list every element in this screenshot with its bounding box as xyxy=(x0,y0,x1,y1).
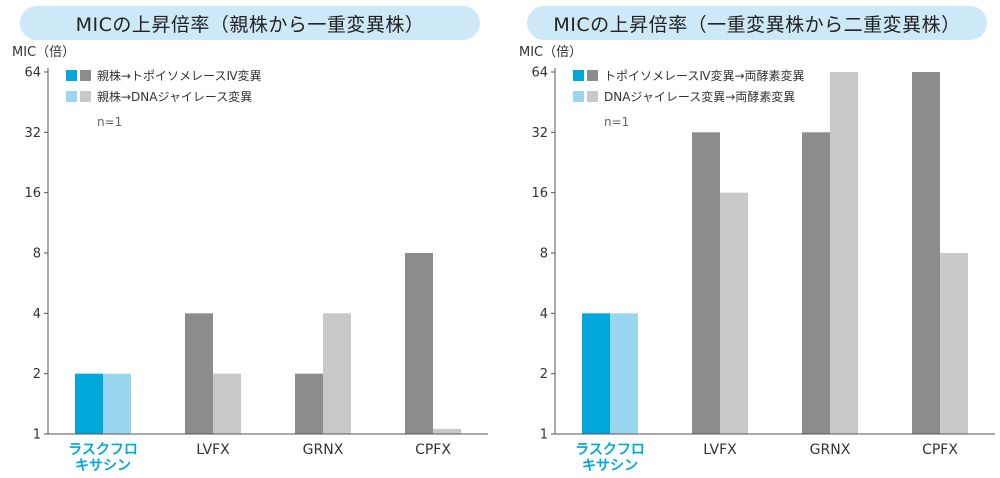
bar xyxy=(213,373,241,434)
legend-label: DNAジャイレース変異→両酵素変異 xyxy=(604,89,795,104)
legend-label: トポイソメレースⅣ変異→両酵素変異 xyxy=(604,68,805,83)
legend-swatch xyxy=(80,70,91,81)
legend-swatch-highlight xyxy=(66,70,77,81)
bar xyxy=(582,313,610,434)
bar xyxy=(405,253,433,434)
bar xyxy=(912,72,940,434)
bar xyxy=(802,132,830,435)
y-tick-label: 4 xyxy=(33,307,41,322)
y-tick-label: 64 xyxy=(24,66,41,81)
sample-size-note: n=1 xyxy=(604,115,629,129)
y-tick-label: 2 xyxy=(33,367,41,382)
x-tick-label: GRNX xyxy=(810,442,851,458)
bar xyxy=(720,192,748,434)
x-tick-label: GRNX xyxy=(303,442,344,458)
legend-swatch xyxy=(587,70,598,81)
y-tick-label: 2 xyxy=(540,367,548,382)
bar xyxy=(433,428,461,434)
y-tick-label: 1 xyxy=(33,428,41,443)
legend-swatch xyxy=(587,91,598,102)
y-tick-label: 4 xyxy=(540,307,548,322)
y-tick-label: 8 xyxy=(33,247,41,262)
x-tick-label: CPFX xyxy=(922,442,958,458)
y-tick-label: 16 xyxy=(24,186,41,201)
x-tick-label: ラスクフロキサシン xyxy=(68,442,138,474)
y-tick-label: 8 xyxy=(540,247,548,262)
y-tick-label: 1 xyxy=(540,428,548,443)
x-tick-label: ラスクフロキサシン xyxy=(575,442,645,474)
bar xyxy=(75,373,103,434)
legend-swatch xyxy=(80,91,91,102)
x-tick-label: CPFX xyxy=(415,442,451,458)
x-tick-label: LVFX xyxy=(196,442,230,458)
legend-label: 親株→トポイソメレースⅣ変異 xyxy=(97,68,262,83)
bar-chart-left: MIC（倍） 1 2 4 8 16 32 64 ラスクフロキサシン LVFX GRNX CPFX 親株→… xyxy=(12,45,488,474)
y-tick-label: 32 xyxy=(531,126,548,141)
legend-swatch-highlight xyxy=(573,91,584,102)
legend-label: 親株→DNAジャイレース変異 xyxy=(97,89,252,104)
bar xyxy=(103,373,131,434)
legend-swatch-highlight xyxy=(573,70,584,81)
bar xyxy=(692,132,720,435)
bar xyxy=(295,373,323,434)
y-axis-title: MIC（倍） xyxy=(519,45,582,60)
bar xyxy=(185,313,213,434)
bar-chart-right: MIC（倍） 1 2 4 8 16 32 64 ラスクフロキサシン LVFX GRNX CPFX トポイ… xyxy=(519,45,995,474)
chart-title: MICの上昇倍率（一重変異株から二重変異株） xyxy=(527,6,987,40)
bar xyxy=(830,72,858,434)
chart-title: MICの上昇倍率（親株から一重変異株） xyxy=(20,6,480,40)
y-axis-title: MIC（倍） xyxy=(12,45,75,60)
sample-size-note: n=1 xyxy=(97,115,122,129)
bar xyxy=(610,313,638,434)
y-tick-label: 32 xyxy=(24,126,41,141)
chart-panel-left: MICの上昇倍率（親株から一重変異株） MIC（倍） 1 2 4 8 16 32 64 ラスクフ… xyxy=(10,0,490,474)
x-tick-label: LVFX xyxy=(703,442,737,458)
chart-panel-right: MICの上昇倍率（一重変異株から二重変異株） MIC（倍） 1 2 4 8 16 32 64 ラ… xyxy=(517,0,997,474)
y-tick-label: 64 xyxy=(531,66,548,81)
y-tick-label: 16 xyxy=(531,186,548,201)
legend-swatch-highlight xyxy=(66,91,77,102)
bar xyxy=(323,313,351,434)
bar xyxy=(940,253,968,434)
